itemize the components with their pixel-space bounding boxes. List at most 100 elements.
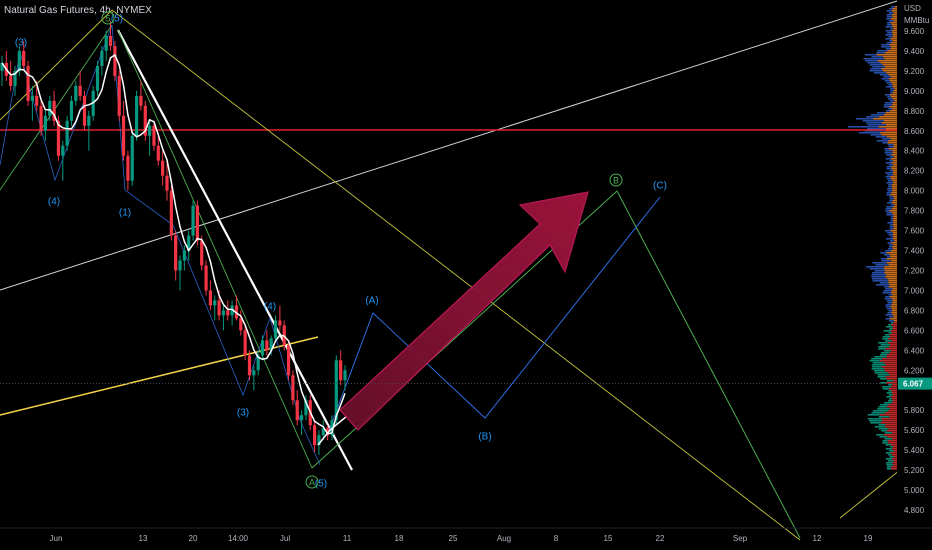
candle-body bbox=[134, 95, 139, 136]
volume-profile-bar bbox=[891, 82, 897, 84]
volume-profile-bar bbox=[887, 248, 893, 250]
wave-label-circle bbox=[305, 475, 319, 489]
volume-profile-bar bbox=[872, 410, 889, 412]
y-tick-label: 5.200 bbox=[904, 466, 925, 475]
volume-profile-bar bbox=[865, 122, 882, 124]
y-tick-label: 7.800 bbox=[904, 207, 925, 216]
volume-profile-bar bbox=[892, 448, 897, 450]
volume-profile-bar bbox=[893, 380, 897, 382]
volume-profile-bar bbox=[881, 418, 897, 420]
volume-profile-bar bbox=[884, 272, 897, 274]
volume-profile-bar bbox=[886, 24, 892, 26]
volume-profile-bar bbox=[867, 128, 886, 130]
volume-profile-bar bbox=[886, 136, 897, 138]
volume-profile-bar bbox=[887, 354, 897, 356]
volume-profile-bar bbox=[869, 420, 883, 422]
volume-profile-bar bbox=[881, 134, 897, 136]
volume-profile-bar bbox=[884, 362, 897, 364]
volume-profile-bar bbox=[891, 96, 897, 98]
volume-profile-bar bbox=[886, 16, 893, 18]
volume-profile-bar bbox=[886, 326, 893, 328]
volume-profile-bar bbox=[892, 150, 897, 152]
volume-profile-bar bbox=[888, 384, 893, 386]
volume-profile-bar bbox=[884, 438, 893, 440]
volume-profile-bar bbox=[892, 152, 897, 154]
volume-profile-bar bbox=[894, 204, 897, 206]
volume-profile-bar bbox=[889, 44, 897, 46]
volume-profile-bar bbox=[891, 168, 897, 170]
y-tick-label: 5.400 bbox=[904, 446, 925, 455]
volume-profile-bar bbox=[885, 130, 897, 132]
volume-profile-bar bbox=[890, 306, 897, 308]
volume-profile-bar bbox=[894, 88, 897, 90]
volume-profile-bar bbox=[884, 402, 892, 404]
volume-profile-bar bbox=[892, 104, 897, 106]
volume-profile-bar bbox=[892, 246, 897, 248]
volume-profile-bar bbox=[884, 350, 891, 352]
volume-profile-bar bbox=[872, 262, 887, 264]
y-tick-label: 8.000 bbox=[904, 187, 925, 196]
volume-profile-bar bbox=[894, 240, 897, 242]
volume-profile-bar bbox=[885, 30, 892, 32]
volume-profile-bar bbox=[885, 288, 893, 290]
volume-profile-bar bbox=[870, 422, 881, 424]
volume-profile-bar bbox=[886, 382, 897, 384]
volume-profile-bar bbox=[888, 294, 893, 296]
unit-label: MMBtu bbox=[904, 16, 929, 25]
volume-profile-bar bbox=[892, 454, 897, 456]
volume-profile-bar bbox=[892, 432, 897, 434]
volume-profile-bar bbox=[885, 314, 893, 316]
candle-body bbox=[61, 145, 65, 156]
y-tick-label: 6.800 bbox=[904, 306, 925, 315]
volume-profile-bar bbox=[883, 114, 897, 116]
volume-profile-bar bbox=[889, 246, 893, 248]
volume-profile-bar bbox=[890, 88, 895, 90]
volume-profile-bar bbox=[881, 44, 890, 46]
candle-body bbox=[148, 125, 152, 136]
volume-profile-bar bbox=[889, 12, 894, 14]
volume-profile-bar bbox=[893, 226, 897, 228]
x-tick-label: 20 bbox=[189, 534, 198, 543]
volume-profile-bar bbox=[893, 156, 897, 158]
candle-body bbox=[48, 100, 52, 116]
volume-profile-bar bbox=[886, 256, 891, 258]
wave-label: (4) bbox=[48, 197, 60, 208]
chart-title: Natural Gas Futures, 4h, NYMEX bbox=[4, 5, 152, 16]
volume-profile-bar bbox=[892, 310, 897, 312]
x-tick-label: 25 bbox=[449, 534, 458, 543]
wave-label: 5 bbox=[105, 14, 110, 24]
volume-profile-bar bbox=[874, 426, 885, 428]
volume-profile-bar bbox=[888, 404, 897, 406]
volume-profile-bar bbox=[885, 250, 891, 252]
volume-profile-bar bbox=[887, 372, 897, 374]
candle-body bbox=[204, 265, 208, 291]
volume-profile-bar bbox=[877, 408, 890, 410]
volume-profile-bar bbox=[885, 340, 892, 342]
volume-profile-bar bbox=[890, 176, 897, 178]
volume-profile-bar bbox=[890, 178, 897, 180]
volume-profile-bar bbox=[886, 232, 893, 234]
volume-profile-bar bbox=[889, 40, 893, 42]
volume-profile-bar bbox=[886, 192, 892, 194]
volume-profile-bar bbox=[887, 142, 897, 144]
volume-profile-bar bbox=[892, 462, 897, 464]
volume-profile-bar bbox=[885, 444, 892, 446]
wave-label: A bbox=[309, 478, 315, 488]
y-tick-label: 9.000 bbox=[904, 87, 925, 96]
volume-profile-bar bbox=[890, 92, 893, 94]
volume-profile-bar bbox=[891, 340, 897, 342]
volume-profile-bar bbox=[867, 414, 880, 416]
volume-profile-bar bbox=[869, 64, 883, 66]
volume-profile-bar bbox=[886, 468, 892, 470]
volume-profile-bar bbox=[888, 388, 897, 390]
trendline-white-long bbox=[0, 0, 901, 291]
volume-profile-bar bbox=[889, 100, 895, 102]
y-tick-label: 6.600 bbox=[904, 326, 925, 335]
volume-profile-bar bbox=[880, 258, 887, 260]
volume-profile-bar bbox=[882, 64, 897, 66]
volume-profile-bar bbox=[888, 20, 894, 22]
candle-body bbox=[321, 428, 325, 436]
volume-profile-bar bbox=[876, 112, 886, 114]
y-tick-label: 8.600 bbox=[904, 127, 925, 136]
